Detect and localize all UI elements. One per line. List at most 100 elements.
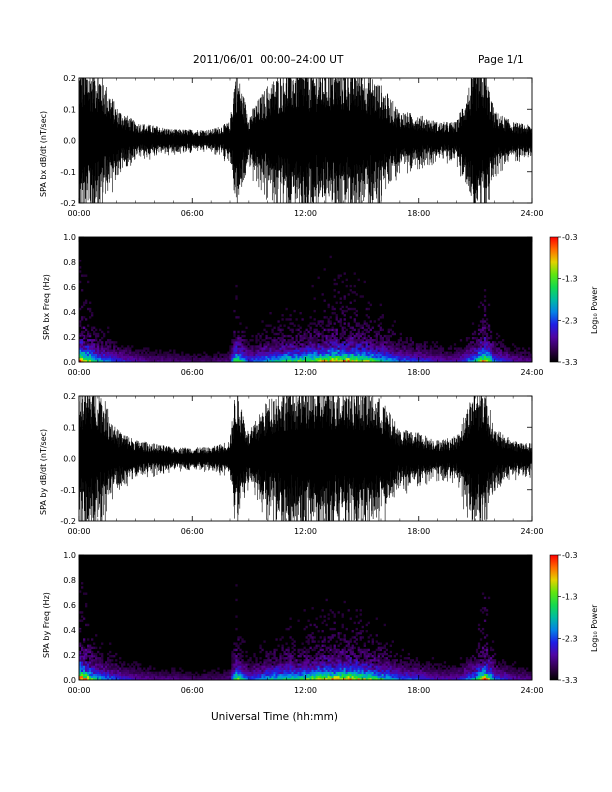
spectrogram-cell	[245, 339, 248, 342]
spectrogram-cell	[373, 673, 376, 677]
spectrogram-cell	[283, 347, 286, 350]
spectrogram-cell	[109, 673, 112, 677]
spectrogram-cell	[411, 341, 415, 344]
spectrogram-cell	[263, 640, 266, 643]
spectrogram-cell	[483, 299, 487, 302]
spectrogram-cell	[471, 337, 475, 340]
spectrogram-cell	[291, 330, 294, 334]
spectrogram-cell	[481, 330, 485, 334]
spectrogram-cell	[289, 667, 292, 670]
spectrogram-cell	[347, 347, 350, 350]
spectrogram-cell	[83, 659, 86, 662]
spectrogram-cell	[487, 345, 491, 348]
spectrogram-cell	[371, 351, 374, 354]
spectrogram-cell	[409, 353, 413, 357]
spectrogram-cell	[433, 673, 437, 677]
spectrogram-cell	[491, 671, 495, 675]
spectrogram-cell	[239, 322, 242, 325]
spectrogram-cell	[481, 677, 485, 681]
spectrogram-cell	[313, 669, 316, 672]
spectrogram-cell	[355, 349, 358, 352]
spectrogram-cell	[267, 673, 270, 677]
spectrogram-cell	[351, 337, 354, 340]
spectrogram-cell	[379, 339, 382, 342]
spectrogram-cell	[469, 343, 473, 346]
spectrogram-cell	[391, 640, 394, 643]
spectrogram-cell	[93, 351, 96, 354]
spectrogram-cell	[479, 359, 483, 363]
spectrogram-cell	[333, 671, 336, 675]
spectrogram-cell	[355, 334, 358, 338]
spectrogram-cell	[389, 349, 392, 352]
spectrogram-cell	[305, 667, 308, 670]
spectrogram-cell	[341, 613, 344, 616]
spectrogram-cell	[87, 673, 90, 677]
spectrogram-cell	[375, 657, 378, 660]
spectrogram-cell	[369, 341, 372, 344]
spectrogram-cell	[115, 355, 118, 359]
spectrogram-cell	[359, 339, 362, 342]
spectrogram-cell	[501, 353, 505, 357]
spectrogram-cell	[385, 677, 388, 681]
spectrogram-cell	[299, 337, 302, 340]
spectrogram-cell	[327, 650, 330, 654]
spectrogram-cell	[493, 663, 497, 666]
spectrogram-cell	[89, 345, 92, 348]
spectrogram-cell	[245, 661, 248, 664]
spectrogram-cell	[437, 357, 441, 361]
spectrogram-cell	[277, 337, 280, 340]
spectrogram-cell	[413, 357, 417, 361]
x-tick-label: 24:00	[520, 527, 543, 536]
spectrogram-cell	[291, 322, 294, 325]
spectrogram-cell	[377, 659, 380, 662]
spectrogram-cell	[307, 663, 310, 666]
spectrogram-cell	[419, 355, 423, 359]
spectrogram-cell	[239, 347, 242, 350]
spectrogram-cell	[325, 661, 328, 664]
spectrogram-cell	[355, 353, 358, 357]
spectrogram-cell	[351, 659, 354, 662]
spectrogram-cell	[341, 650, 344, 654]
spectrogram-cell	[125, 347, 128, 350]
spectrogram-cell	[293, 351, 296, 354]
spectrogram-cell	[161, 353, 164, 357]
spectrogram-cell	[275, 332, 278, 336]
spectrogram-cell	[403, 341, 407, 344]
spectrogram-cell	[251, 351, 254, 354]
spectrogram-cell	[363, 320, 366, 323]
spectrogram-cell	[365, 652, 368, 656]
spectrogram-cell	[291, 665, 294, 668]
spectrogram-cell	[323, 667, 326, 670]
spectrogram-cell	[211, 357, 214, 361]
spectrogram-cell	[257, 355, 260, 359]
spectrogram-cell	[495, 355, 499, 359]
spectrogram-cell	[379, 343, 382, 346]
spectrogram-cell	[489, 671, 493, 675]
spectrogram-cell	[323, 316, 326, 319]
spectrogram-cell	[167, 357, 170, 361]
spectrogram-cell	[501, 351, 505, 354]
spectrogram-cell	[269, 349, 272, 352]
spectrogram-cell	[433, 355, 437, 359]
spectrogram-cell	[383, 359, 386, 363]
spectrogram-cell	[315, 625, 318, 629]
spectrogram-cell	[481, 349, 485, 352]
spectrogram-cell	[277, 349, 280, 352]
spectrogram-cell	[387, 659, 390, 662]
spectrogram-cell	[87, 677, 90, 681]
bx-dbdt-panel: 00:00 06:00 12:00 18:00 24:00 -0.2 -0.1 0.0 0.1 0…	[60, 74, 543, 218]
spectrogram-cell	[455, 671, 459, 675]
spectrogram-cell	[363, 280, 366, 284]
spectrogram-cell	[375, 669, 378, 672]
spectrogram-cell	[367, 359, 370, 363]
spectrogram-cell	[275, 659, 278, 662]
spectrogram-cell	[85, 592, 88, 595]
spectrogram-cell	[279, 328, 282, 332]
spectrogram-cell	[329, 351, 332, 354]
spectrogram-cell	[231, 665, 234, 668]
spectrogram-cell	[297, 655, 300, 658]
spectrogram-cell	[485, 357, 489, 361]
spectrogram-cell	[379, 667, 382, 670]
spectrogram-cell	[195, 359, 198, 363]
spectrogram-cell	[337, 675, 340, 679]
